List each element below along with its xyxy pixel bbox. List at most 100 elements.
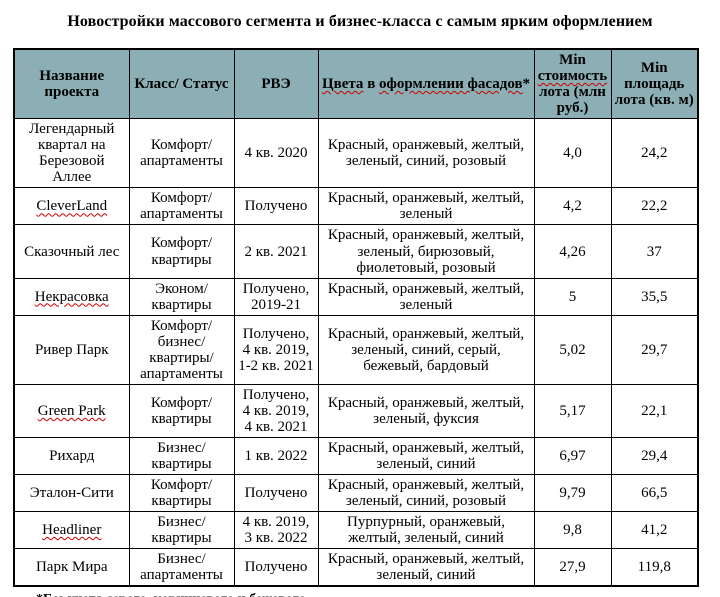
cell-project-name: Парк Мира: [13, 548, 130, 587]
header-text: Min площадь лота (кв. м): [614, 60, 694, 109]
cell-facade-colors: Красный, оранжевый, желтый, зеленый, син…: [317, 548, 535, 587]
cell-min-area: 35,5: [610, 277, 699, 316]
cell-facade-colors: Пурпурный, оранжевый, желтый, зеленый, с…: [317, 511, 535, 550]
cell-min-area: 29,7: [610, 314, 699, 385]
table-row: Рихард Бизнес/ квартиры 1 кв. 2022 Красн…: [13, 437, 699, 476]
cell-min-price: 5,02: [533, 314, 612, 385]
project-name-text: Парк Мира: [35, 559, 108, 576]
cell-rve: Получено, 4 кв. 2019, 1-2 кв. 2021: [233, 314, 319, 385]
cell-min-price: 6,97: [533, 437, 612, 476]
cell-facade-colors: Красный, оранжевый, желтый, зеленый: [317, 277, 535, 316]
header-cell-min_area: Min площадь лота (кв. м): [610, 48, 699, 120]
table-row: Green Park Комфорт/ квартиры Получено, 4…: [13, 383, 699, 439]
header-text: РВЭ: [261, 76, 291, 93]
cell-min-area: 22,1: [610, 383, 699, 439]
header-cell-min_price: Min стоимость лота (млн руб.): [533, 48, 612, 120]
table-header-row: Название проекта Класс/ Статус РВЭ Цвета в …: [13, 48, 699, 120]
cell-project-name: Эталон-Сити: [13, 474, 130, 513]
cell-rve: 4 кв. 2020: [233, 118, 319, 189]
header-text-spellcheck: стоимость: [537, 68, 608, 85]
cell-rve: Получено, 4 кв. 2019, 4 кв. 2021: [233, 383, 319, 439]
header-text: Min: [559, 52, 586, 68]
cell-facade-colors: Красный, оранжевый, желтый, зеленый: [317, 187, 535, 226]
cell-rve: Получено: [233, 548, 319, 587]
cell-project-name: Green Park: [13, 383, 130, 439]
cell-rve: 4 кв. 2019, 3 кв. 2022: [233, 511, 319, 550]
cell-project-name: Легендарный квартал на Березовой Аллее: [13, 118, 130, 189]
cell-min-area: 119,8: [610, 548, 699, 587]
new-buildings-table: Название проекта Класс/ Статус РВЭ Цвета в …: [13, 48, 699, 588]
cell-rve: Получено: [233, 474, 319, 513]
cell-min-price: 4,2: [533, 187, 612, 226]
table-row: CleverLand Комфорт/ апартаменты Получено…: [13, 187, 699, 226]
cell-rve: Получено, 2019-21: [233, 277, 319, 316]
cell-project-name: Headliner: [13, 511, 130, 550]
cell-project-name: Ривер Парк: [13, 314, 130, 385]
table-row: Сказочный лес Комфорт/ квартиры 2 кв. 20…: [13, 224, 699, 279]
cell-min-area: 24,2: [610, 118, 699, 189]
cell-min-price: 5,17: [533, 383, 612, 439]
project-name-text: Headliner: [42, 522, 102, 539]
cell-facade-colors: Красный, оранжевый, желтый, зеленый, син…: [317, 437, 535, 476]
cell-project-name: Некрасовка: [13, 277, 130, 316]
cell-min-price: 4,26: [533, 224, 612, 279]
header-text: *: [522, 76, 531, 93]
project-name-text: Сказочный лес: [24, 243, 120, 260]
cell-facade-colors: Красный, оранжевый, желтый, зеленый, фук…: [317, 383, 535, 439]
header-text: Класс/ Статус: [134, 76, 229, 93]
cell-class-status: Бизнес/ квартиры: [128, 437, 235, 476]
table-row: Ривер Парк Комфорт/ бизнес/ квартиры/ ап…: [13, 314, 699, 385]
project-name-text: Ривер Парк: [34, 341, 109, 358]
table-row: Легендарный квартал на Березовой Аллее К…: [13, 118, 699, 189]
cell-min-area: 29,4: [610, 437, 699, 476]
table-row: Некрасовка Эконом/ квартиры Получено, 20…: [13, 277, 699, 316]
cell-class-status: Эконом/ квартиры: [128, 277, 235, 316]
header-text: Название проекта: [39, 68, 105, 101]
cell-class-status: Комфорт/ квартиры: [128, 224, 235, 279]
header-cell-rve: РВЭ: [233, 48, 319, 120]
table-row: Эталон-Сити Комфорт/ квартиры Получено К…: [13, 474, 699, 513]
cell-min-price: 9,8: [533, 511, 612, 550]
project-name-text: Эталон-Сити: [29, 485, 114, 502]
cell-facade-colors: Красный, оранжевый, желтый, зеленый, син…: [317, 314, 535, 385]
cell-min-area: 41,2: [610, 511, 699, 550]
project-name-text: Green Park: [37, 402, 106, 419]
project-name-text: Некрасовка: [34, 288, 109, 305]
cell-min-area: 22,2: [610, 187, 699, 226]
cell-facade-colors: Красный, оранжевый, желтый, зеленый, бир…: [317, 224, 535, 279]
header-text-spellcheck: оформлении фасадов: [379, 76, 523, 93]
table-row: Парк Мира Бизнес/ апартаменты Получено К…: [13, 548, 699, 587]
cell-class-status: Комфорт/ квартиры: [128, 383, 235, 439]
cell-rve: 2 кв. 2021: [233, 224, 319, 279]
cell-min-price: 4,0: [533, 118, 612, 189]
page-title: Новостройки массового сегмента и бизнес-…: [67, 13, 653, 30]
header-text: лота (млн руб.): [539, 84, 606, 117]
cell-facade-colors: Красный, оранжевый, желтый, зеленый, син…: [317, 118, 535, 189]
cell-min-price: 9,79: [533, 474, 612, 513]
table-footnote: *Без учета серого, коричневого и бежевог…: [36, 592, 720, 597]
cell-class-status: Комфорт/ апартаменты: [128, 118, 235, 189]
header-cell-name: Название проекта: [13, 48, 130, 120]
cell-rve: Получено: [233, 187, 319, 226]
cell-class-status: Комфорт/ квартиры: [128, 474, 235, 513]
cell-rve: 1 кв. 2022: [233, 437, 319, 476]
project-name-text: Рихард: [49, 448, 95, 465]
project-name-text: Легендарный квартал на Березовой Аллее: [29, 121, 115, 186]
table-row: Headliner Бизнес/ квартиры 4 кв. 2019, 3…: [13, 511, 699, 550]
cell-min-area: 66,5: [610, 474, 699, 513]
cell-class-status: Бизнес/ апартаменты: [128, 548, 235, 587]
cell-min-price: 27,9: [533, 548, 612, 587]
cell-min-area: 37: [610, 224, 699, 279]
cell-min-price: 5: [533, 277, 612, 316]
cell-project-name: CleverLand: [13, 187, 130, 226]
header-text-spellcheck: Цвета: [321, 76, 364, 93]
header-cell-class_status: Класс/ Статус: [128, 48, 235, 120]
cell-class-status: Бизнес/ квартиры: [128, 511, 235, 550]
cell-project-name: Сказочный лес: [13, 224, 130, 279]
cell-facade-colors: Красный, оранжевый, желтый, зеленый, син…: [317, 474, 535, 513]
header-text: в: [363, 76, 380, 93]
header-cell-colors: Цвета в оформлении фасадов*: [317, 48, 535, 120]
cell-project-name: Рихард: [13, 437, 130, 476]
project-name-text: CleverLand: [36, 198, 108, 215]
